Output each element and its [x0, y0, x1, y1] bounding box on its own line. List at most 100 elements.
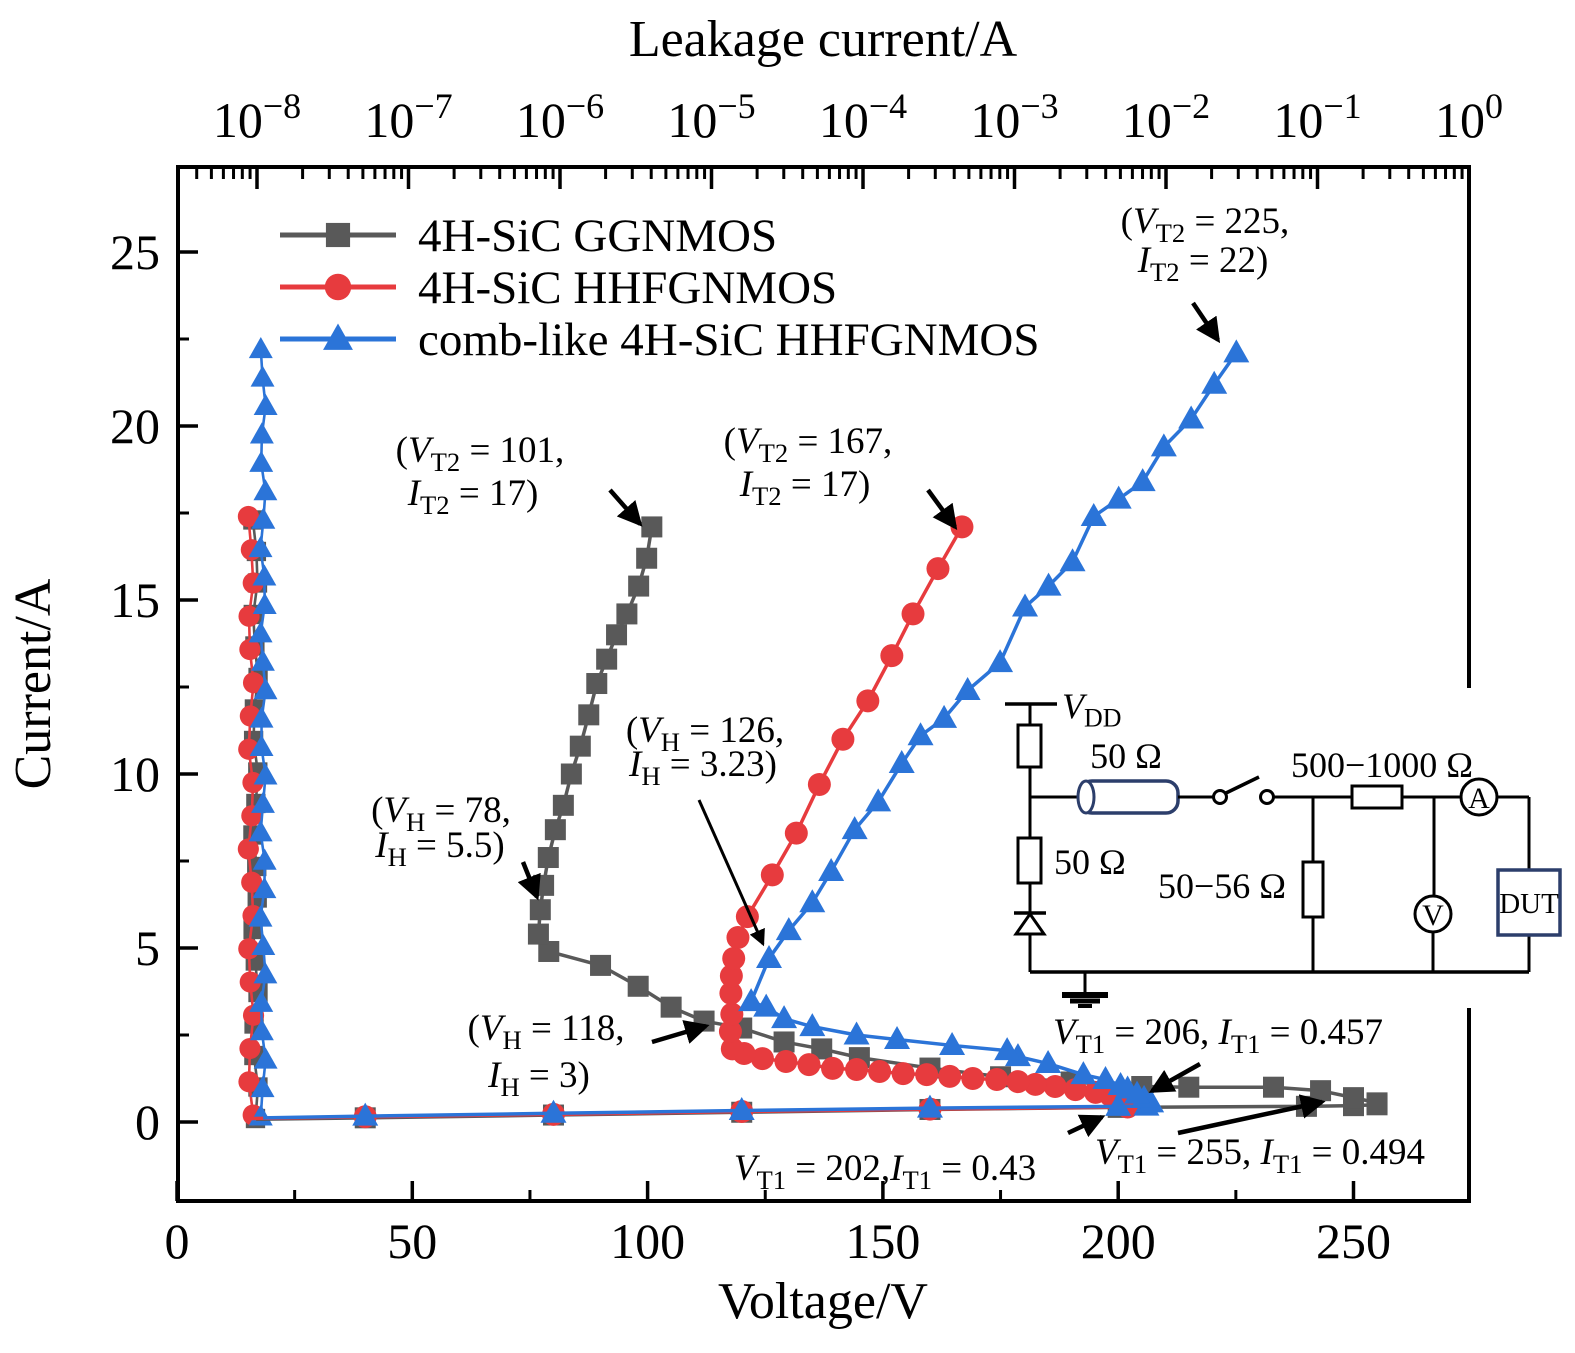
axis-ticks — [175, 167, 1471, 1201]
annotation-arrow — [1067, 1114, 1106, 1138]
annotation-arrow — [1148, 1062, 1202, 1093]
data-point-marker — [1070, 1061, 1097, 1085]
y-axis-title: Current/A — [5, 578, 62, 789]
data-point-marker — [865, 788, 892, 812]
axis-tick-labels: 0 50 100 150 200 250 0 5 10 15 20 25 10−8 10−7 10−6 10−… — [110, 86, 1503, 1269]
data-point-marker — [323, 323, 353, 350]
data-point-marker — [544, 819, 566, 841]
data-point-marker — [252, 564, 277, 586]
data-point-marker — [821, 1056, 845, 1080]
data-point-marker — [253, 1047, 278, 1069]
data-point-marker — [728, 1097, 755, 1121]
data-point-marker — [237, 838, 259, 860]
data-point-marker — [540, 1099, 567, 1123]
annotation-text: (VH = 126, — [626, 710, 784, 757]
annotation-arrow — [651, 1020, 710, 1045]
y-tick-label: 25 — [110, 224, 160, 280]
data-point-marker — [1006, 1070, 1030, 1094]
data-point-marker — [961, 1067, 985, 1090]
data-point-marker — [1105, 485, 1132, 509]
annotation-arrow — [1191, 301, 1221, 344]
diode-icon — [1013, 911, 1047, 936]
data-point-marker — [616, 603, 638, 625]
data-point-marker — [251, 933, 276, 955]
data-point-marker — [1343, 1087, 1364, 1109]
resistor-shunt — [1301, 860, 1325, 919]
circuit-wire — [1225, 775, 1260, 795]
data-point-marker — [596, 648, 618, 670]
x-axis-title: Voltage/V — [718, 1273, 928, 1330]
x-tick-label: 250 — [1316, 1213, 1391, 1269]
data-point-marker — [249, 1019, 274, 1041]
data-point-marker — [1105, 1092, 1132, 1116]
data-point-marker — [253, 763, 278, 785]
data-point-marker — [238, 1071, 260, 1093]
annotation-text: (VH = 118, — [468, 1008, 625, 1055]
annotation-text: (VT2 = 225, — [1121, 201, 1290, 248]
data-point-marker — [250, 1075, 275, 1098]
data-point-marker — [239, 1037, 261, 1060]
data-point-marker — [325, 222, 351, 248]
data-point-marker — [915, 1063, 939, 1087]
data-point-marker — [901, 602, 925, 626]
data-point-marker — [1223, 339, 1250, 363]
annotation-text: IT2 = 17) — [407, 473, 539, 520]
data-point-marker — [756, 944, 783, 968]
data-point-marker — [248, 337, 273, 359]
data-point-marker — [843, 1021, 870, 1045]
data-point-marker — [1004, 1043, 1031, 1067]
data-point-marker — [241, 871, 263, 893]
data-point-marker — [242, 672, 265, 694]
legend-label: comb-like 4H-SiC HHFGNMOS — [418, 314, 1039, 366]
data-point-marker — [252, 877, 277, 899]
leakage-line — [259, 349, 267, 1117]
y-tick-label: 0 — [135, 1094, 160, 1150]
data-point-marker — [660, 996, 682, 1018]
data-point-marker — [1201, 370, 1228, 394]
x-tick-label: 150 — [845, 1213, 920, 1269]
data-point-marker — [774, 1049, 798, 1073]
data-point-marker — [324, 273, 352, 301]
data-point-marker — [1150, 433, 1177, 457]
data-point-marker — [1080, 502, 1107, 526]
data-point-marker — [891, 1062, 915, 1086]
annotation-text: IT2 = 22) — [1137, 240, 1269, 287]
data-point-marker — [1043, 1075, 1067, 1099]
data-point-marker — [1366, 1092, 1388, 1114]
data-point-marker — [994, 1037, 1021, 1061]
annotation-text: IH = 3) — [487, 1055, 590, 1102]
annotation-text: VT1 = 202,IT1 = 0.43 — [734, 1148, 1036, 1195]
data-point-marker — [252, 848, 277, 870]
legend-label: 4H-SiC GGNMOS — [418, 210, 777, 262]
data-point-marker — [628, 575, 650, 597]
data-point-marker — [249, 706, 274, 728]
data-point-marker — [771, 1005, 798, 1029]
data-point-marker — [252, 592, 277, 614]
annotation-text: IT2 = 17) — [739, 464, 871, 511]
data-point-marker — [1035, 572, 1062, 596]
data-point-marker — [799, 889, 826, 913]
annotation-text: (VH = 78, — [371, 790, 511, 837]
data-point-marker — [641, 516, 663, 538]
annotation-text: 50−56 Ω — [1158, 866, 1286, 906]
data-point-marker — [569, 735, 591, 757]
data-point-marker — [926, 557, 950, 581]
data-point-marker — [537, 847, 559, 869]
data-point-marker — [1129, 468, 1156, 492]
data-point-marker — [250, 365, 275, 387]
data-point-marker — [985, 1068, 1009, 1092]
x-tick-label: 0 — [165, 1213, 190, 1269]
annotation-arrow — [697, 799, 765, 947]
data-point-marker — [538, 940, 560, 962]
data-point-marker — [253, 479, 278, 501]
data-point-marker — [884, 1026, 911, 1050]
top-tick-label: 10−8 — [213, 86, 301, 148]
data-point-marker — [239, 971, 261, 993]
data-point-marker — [249, 734, 274, 757]
data-point-marker — [931, 704, 958, 728]
annotation-text: 50 Ω — [1054, 842, 1126, 882]
data-point-marker — [352, 1102, 379, 1126]
data-point-marker — [248, 621, 273, 643]
data-point-marker — [578, 704, 600, 726]
